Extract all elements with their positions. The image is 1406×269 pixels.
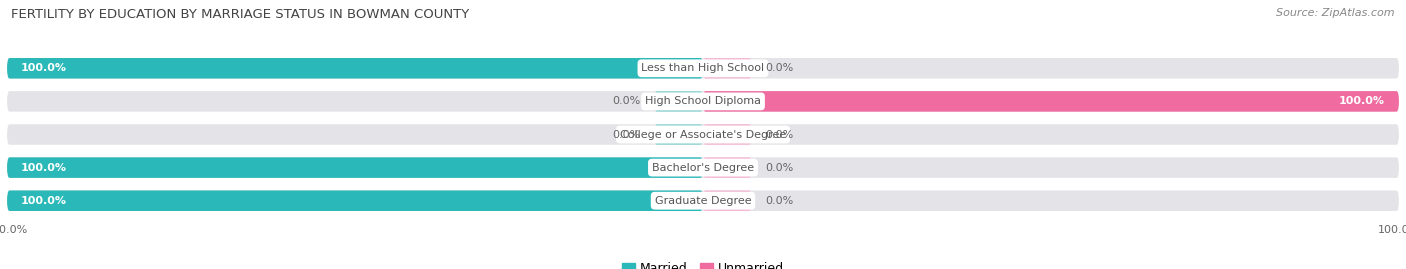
FancyBboxPatch shape xyxy=(7,190,703,211)
FancyBboxPatch shape xyxy=(7,58,703,79)
Text: 0.0%: 0.0% xyxy=(766,196,794,206)
FancyBboxPatch shape xyxy=(7,157,703,178)
FancyBboxPatch shape xyxy=(703,190,752,211)
FancyBboxPatch shape xyxy=(7,91,1399,112)
FancyBboxPatch shape xyxy=(7,157,1399,178)
Text: 0.0%: 0.0% xyxy=(612,96,640,107)
FancyBboxPatch shape xyxy=(7,124,1399,145)
Text: Bachelor's Degree: Bachelor's Degree xyxy=(652,162,754,173)
Text: 0.0%: 0.0% xyxy=(612,129,640,140)
Text: 0.0%: 0.0% xyxy=(766,63,794,73)
Text: College or Associate's Degree: College or Associate's Degree xyxy=(620,129,786,140)
FancyBboxPatch shape xyxy=(7,190,1399,211)
Text: 0.0%: 0.0% xyxy=(766,162,794,173)
FancyBboxPatch shape xyxy=(703,157,752,178)
FancyBboxPatch shape xyxy=(654,91,703,112)
Text: High School Diploma: High School Diploma xyxy=(645,96,761,107)
Text: 0.0%: 0.0% xyxy=(766,129,794,140)
Text: Less than High School: Less than High School xyxy=(641,63,765,73)
FancyBboxPatch shape xyxy=(654,124,703,145)
FancyBboxPatch shape xyxy=(7,58,1399,79)
Text: Graduate Degree: Graduate Degree xyxy=(655,196,751,206)
FancyBboxPatch shape xyxy=(703,124,752,145)
FancyBboxPatch shape xyxy=(703,91,1399,112)
Legend: Married, Unmarried: Married, Unmarried xyxy=(617,257,789,269)
Text: 100.0%: 100.0% xyxy=(21,63,67,73)
FancyBboxPatch shape xyxy=(703,58,752,79)
Text: 100.0%: 100.0% xyxy=(1339,96,1385,107)
Text: 100.0%: 100.0% xyxy=(21,162,67,173)
Text: 100.0%: 100.0% xyxy=(21,196,67,206)
Text: Source: ZipAtlas.com: Source: ZipAtlas.com xyxy=(1277,8,1395,18)
Text: FERTILITY BY EDUCATION BY MARRIAGE STATUS IN BOWMAN COUNTY: FERTILITY BY EDUCATION BY MARRIAGE STATU… xyxy=(11,8,470,21)
